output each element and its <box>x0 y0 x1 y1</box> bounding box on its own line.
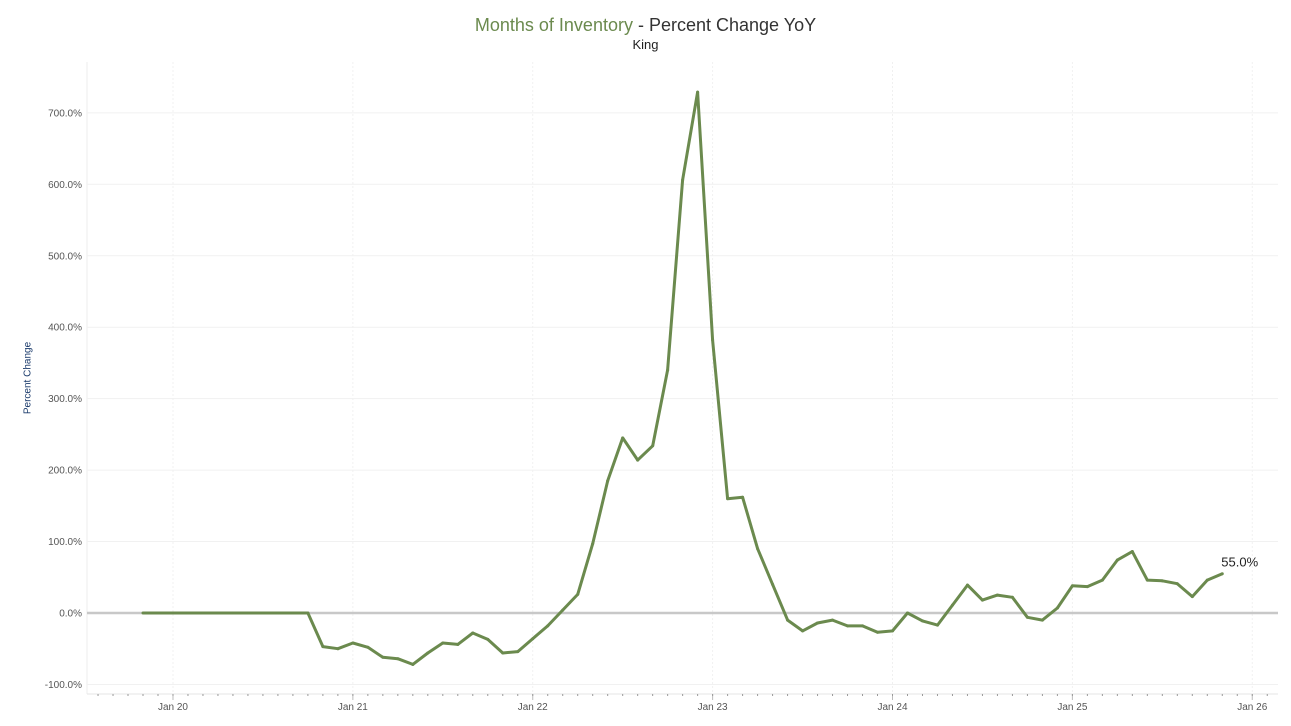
x-tick-label: Jan 24 <box>877 702 907 713</box>
y-tick-label: 200.0% <box>48 466 82 477</box>
data-point <box>486 637 490 641</box>
data-point <box>306 611 310 615</box>
data-point <box>441 641 445 645</box>
last-value-label: 55.0% <box>1221 555 1258 570</box>
data-point <box>965 583 969 587</box>
y-tick-label: 0.0% <box>59 609 82 620</box>
data-point <box>1070 584 1074 588</box>
data-point <box>231 611 235 615</box>
data-point <box>891 629 894 633</box>
x-tick-label: Jan 21 <box>338 702 368 713</box>
y-tick-label: 500.0% <box>48 251 82 262</box>
data-point <box>786 618 790 622</box>
data-point <box>1145 578 1149 582</box>
data-point <box>246 611 250 615</box>
data-point <box>920 619 924 623</box>
data-point <box>201 611 205 615</box>
data-point <box>756 547 760 551</box>
data-point <box>171 611 175 615</box>
data-point <box>1175 582 1179 586</box>
data-point <box>801 629 805 633</box>
data-point <box>276 611 280 615</box>
data-point <box>995 593 999 597</box>
data-point <box>606 479 610 483</box>
data-point <box>666 368 670 372</box>
data-point <box>726 497 730 501</box>
data-point <box>816 621 820 625</box>
data-point <box>935 623 939 627</box>
data-point <box>546 624 550 628</box>
x-tick-label: Jan 23 <box>698 702 728 713</box>
data-point <box>1205 578 1209 582</box>
y-tick-label: -100.0% <box>45 680 82 691</box>
y-tick-label: 700.0% <box>48 108 82 119</box>
data-point <box>381 655 385 659</box>
y-tick-label: 400.0% <box>48 323 82 334</box>
data-point <box>501 651 505 655</box>
data-point <box>846 624 850 628</box>
data-point <box>261 611 265 615</box>
chart-title-accent: Months of Inventory <box>474 15 633 35</box>
data-point <box>1190 595 1194 599</box>
x-tick-label: Jan 25 <box>1057 702 1087 713</box>
data-point <box>876 630 880 634</box>
chart-title-rest: - Percent Change YoY <box>632 15 817 35</box>
data-point <box>471 631 475 635</box>
x-tick-label: Jan 26 <box>1237 702 1267 713</box>
data-point <box>905 611 909 615</box>
data-point <box>456 642 460 646</box>
data-point <box>216 611 220 615</box>
data-point <box>1025 615 1029 619</box>
data-point <box>186 611 190 615</box>
y-tick-label: 100.0% <box>48 537 82 548</box>
series-line <box>143 90 1223 666</box>
x-tick-label: Jan 22 <box>518 702 548 713</box>
chart-title: Months of Inventory - Percent Change YoY <box>0 15 1291 36</box>
data-point <box>291 611 295 615</box>
data-point <box>1085 585 1089 589</box>
x-tick-label: Jan 20 <box>158 702 188 713</box>
data-point <box>576 592 580 596</box>
data-point <box>561 608 565 612</box>
data-point <box>351 641 355 645</box>
data-point <box>1115 558 1119 562</box>
data-point <box>1220 572 1224 576</box>
y-tick-label: 600.0% <box>48 180 82 191</box>
data-point <box>980 598 984 602</box>
y-tick-label: 300.0% <box>48 394 82 405</box>
data-point <box>141 611 145 615</box>
data-point <box>426 651 430 655</box>
data-point <box>366 645 370 649</box>
data-point <box>861 624 865 628</box>
data-point <box>156 611 160 615</box>
data-point <box>591 542 595 546</box>
data-point <box>1160 579 1164 583</box>
data-point <box>636 458 640 462</box>
chart-subtitle: King <box>632 37 659 52</box>
data-point <box>621 436 625 440</box>
data-point <box>336 647 340 651</box>
data-point <box>651 444 655 448</box>
data-point <box>1130 550 1134 554</box>
data-point <box>831 618 835 622</box>
data-point <box>1100 578 1104 582</box>
data-point <box>396 657 400 661</box>
data-point <box>1010 595 1014 599</box>
data-point <box>711 338 715 342</box>
data-point <box>321 645 325 649</box>
data-point <box>516 650 520 654</box>
data-point <box>741 495 745 499</box>
data-point <box>950 603 954 607</box>
data-point <box>681 178 685 182</box>
data-point <box>531 637 535 641</box>
data-point <box>1055 606 1059 610</box>
data-point <box>696 90 700 94</box>
data-point <box>411 662 415 666</box>
data-point <box>771 582 775 586</box>
data-point <box>1040 618 1044 622</box>
